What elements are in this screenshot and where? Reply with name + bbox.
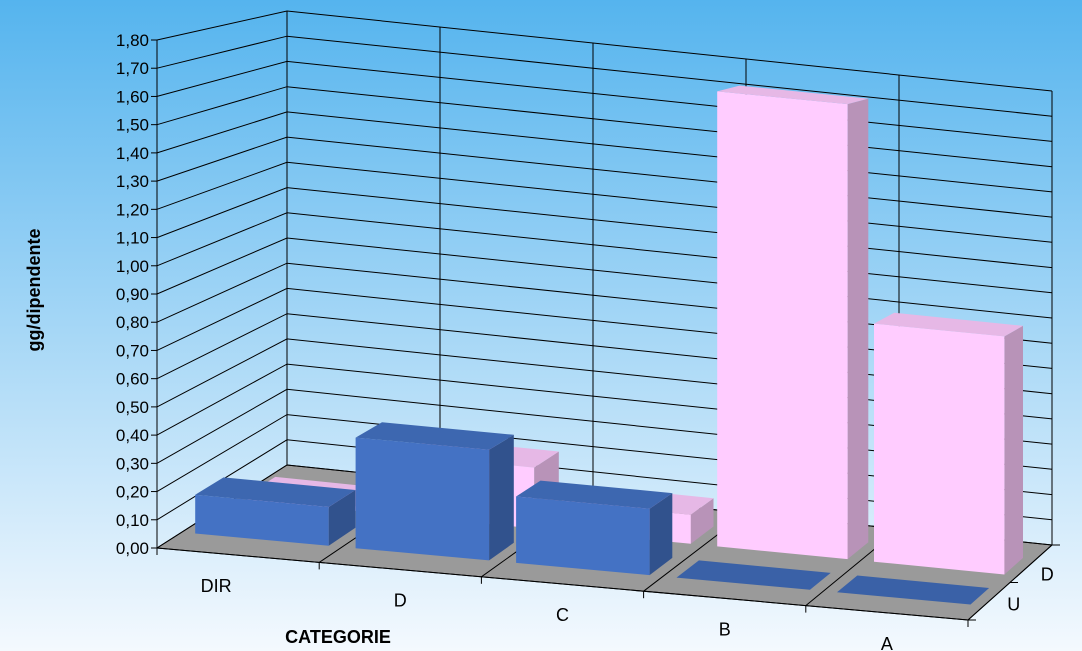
y-tick-label: 1,00 bbox=[116, 257, 149, 276]
bar-top bbox=[195, 477, 356, 507]
bar-front bbox=[717, 91, 848, 560]
bar-base bbox=[676, 560, 831, 590]
bar-top bbox=[516, 480, 673, 509]
category-label: A bbox=[881, 634, 893, 651]
bar-top bbox=[355, 422, 514, 450]
bar-side bbox=[690, 498, 714, 544]
bar-base bbox=[837, 575, 990, 605]
bar-front bbox=[874, 323, 1005, 575]
category-label: D bbox=[394, 591, 407, 611]
bar-front bbox=[195, 494, 329, 546]
bar-front bbox=[355, 437, 490, 561]
x-axis-line bbox=[156, 547, 969, 621]
bar-side bbox=[328, 490, 356, 546]
y-tick-label: 0,90 bbox=[116, 285, 149, 304]
bar-top bbox=[874, 312, 1023, 337]
depth-label: D bbox=[1041, 565, 1054, 585]
gridline bbox=[156, 10, 1053, 92]
y-tick-label: 0,60 bbox=[116, 370, 149, 389]
bar-side bbox=[489, 434, 514, 561]
y-tick-label: 0,50 bbox=[116, 398, 149, 417]
y-tick-label: 1,10 bbox=[116, 229, 149, 248]
gridline bbox=[156, 35, 1053, 117]
y-tick-label: 0,10 bbox=[116, 511, 149, 530]
y-tick-label: 1,60 bbox=[116, 87, 149, 106]
bar-top bbox=[717, 85, 869, 105]
bars bbox=[195, 85, 1023, 605]
y-tick-label: 1,40 bbox=[116, 144, 149, 163]
category-label: B bbox=[719, 619, 731, 639]
bar-side bbox=[1004, 325, 1023, 575]
category-label: C bbox=[556, 605, 569, 625]
bar-U-DIR bbox=[195, 477, 356, 546]
x-axis-title: CATEGORIE bbox=[285, 627, 391, 647]
bar-front bbox=[516, 496, 650, 576]
y-tick-label: 1,80 bbox=[116, 31, 149, 50]
bar-U-B bbox=[676, 560, 831, 590]
category-label: DIR bbox=[201, 576, 232, 596]
y-tick-label: 0,70 bbox=[116, 341, 149, 360]
y-tick-label: 0,00 bbox=[116, 539, 149, 558]
bar-U-D bbox=[355, 422, 514, 561]
y-tick-label: 0,40 bbox=[116, 426, 149, 445]
bar-D-A bbox=[874, 312, 1023, 575]
y-axis-title: gg/dipendente bbox=[24, 229, 44, 352]
y-tick-label: 0,80 bbox=[116, 313, 149, 332]
y-tick-label: 0,30 bbox=[116, 454, 149, 473]
bar-side bbox=[847, 98, 869, 560]
y-tick-label: 1,50 bbox=[116, 116, 149, 135]
bar-U-C bbox=[516, 480, 673, 576]
bar-side bbox=[649, 493, 673, 576]
bar-U-A bbox=[837, 575, 990, 605]
y-tick-label: 0,20 bbox=[116, 483, 149, 502]
y-tick-label: 1,30 bbox=[116, 172, 149, 191]
labels: CATEGORIE gg/dipendente 0,00 0,10 0,20 0,30… bbox=[24, 31, 1054, 651]
y-tick-label: 1,20 bbox=[116, 200, 149, 219]
depth-label: U bbox=[1007, 595, 1020, 615]
bar-D-B bbox=[717, 85, 869, 560]
y-tick-label: 1,70 bbox=[116, 59, 149, 78]
